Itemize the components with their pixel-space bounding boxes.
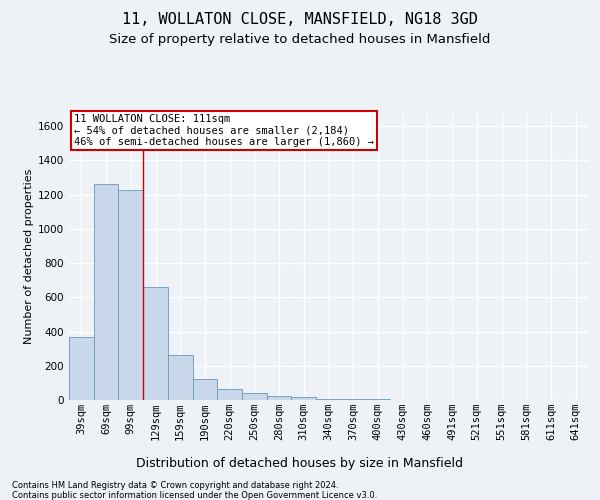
- Bar: [94, 184, 118, 400]
- Text: Contains HM Land Registry data © Crown copyright and database right 2024.: Contains HM Land Registry data © Crown c…: [12, 481, 338, 490]
- Bar: [69, 336, 94, 400]
- Y-axis label: Number of detached properties: Number of detached properties: [24, 168, 34, 344]
- Text: 11, WOLLATON CLOSE, MANSFIELD, NG18 3GD: 11, WOLLATON CLOSE, MANSFIELD, NG18 3GD: [122, 12, 478, 28]
- Text: Contains public sector information licensed under the Open Government Licence v3: Contains public sector information licen…: [12, 491, 377, 500]
- Bar: [267, 396, 292, 400]
- Bar: [118, 190, 143, 400]
- Bar: [341, 399, 365, 400]
- Text: 11 WOLLATON CLOSE: 111sqm
← 54% of detached houses are smaller (2,184)
46% of se: 11 WOLLATON CLOSE: 111sqm ← 54% of detac…: [74, 114, 374, 147]
- Bar: [217, 389, 242, 400]
- Bar: [242, 393, 267, 400]
- Bar: [316, 398, 341, 400]
- Bar: [168, 354, 193, 400]
- Bar: [292, 398, 316, 400]
- Bar: [193, 378, 217, 400]
- Text: Size of property relative to detached houses in Mansfield: Size of property relative to detached ho…: [109, 32, 491, 46]
- Text: Distribution of detached houses by size in Mansfield: Distribution of detached houses by size …: [137, 458, 464, 470]
- Bar: [143, 287, 168, 400]
